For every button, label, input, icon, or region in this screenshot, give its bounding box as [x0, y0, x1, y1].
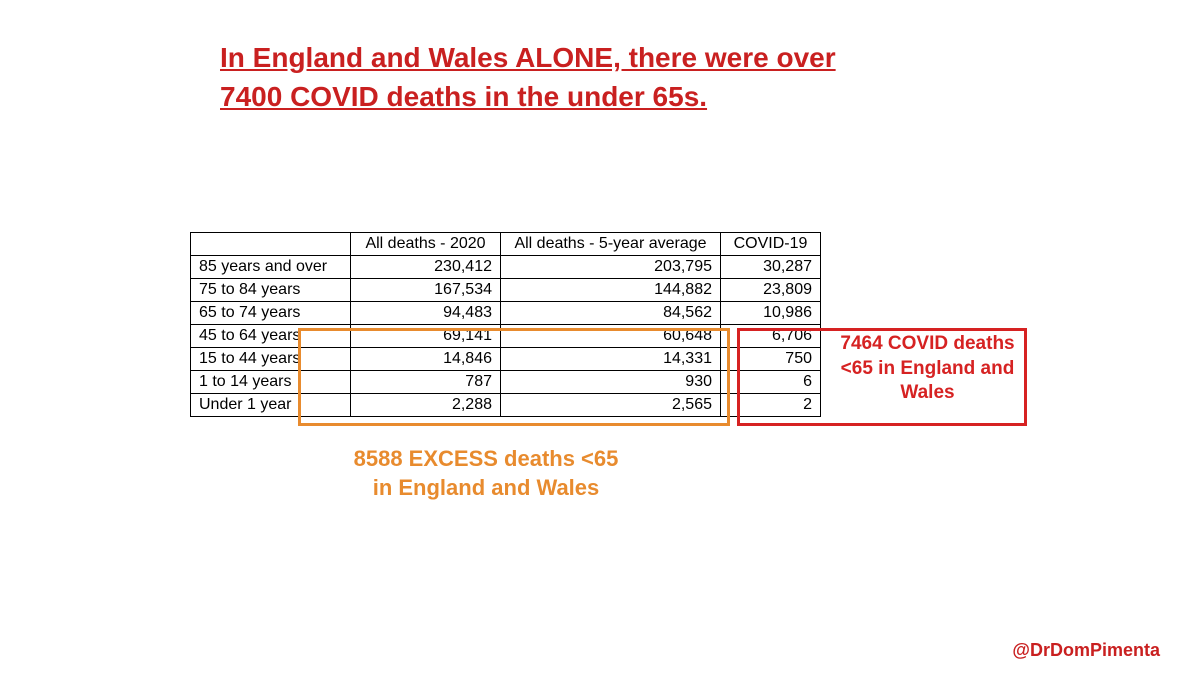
- row-avg5yr: 84,562: [501, 302, 721, 325]
- author-handle: @DrDomPimenta: [1012, 640, 1160, 661]
- row-all2020: 14,846: [351, 348, 501, 371]
- row-covid: 10,986: [721, 302, 821, 325]
- table-row: 1 to 14 years 787 930 6: [191, 371, 821, 394]
- row-covid: 750: [721, 348, 821, 371]
- row-covid: 2: [721, 394, 821, 417]
- row-all2020: 2,288: [351, 394, 501, 417]
- deaths-table: All deaths - 2020 All deaths - 5-year av…: [190, 232, 821, 417]
- row-avg5yr: 203,795: [501, 256, 721, 279]
- table-row: 65 to 74 years 94,483 84,562 10,986: [191, 302, 821, 325]
- row-label: 1 to 14 years: [191, 371, 351, 394]
- col-header-covid: COVID-19: [721, 233, 821, 256]
- row-avg5yr: 60,648: [501, 325, 721, 348]
- row-covid: 6: [721, 371, 821, 394]
- row-label: 45 to 64 years: [191, 325, 351, 348]
- table-row: 85 years and over 230,412 203,795 30,287: [191, 256, 821, 279]
- row-label: Under 1 year: [191, 394, 351, 417]
- row-label: 75 to 84 years: [191, 279, 351, 302]
- row-covid: 30,287: [721, 256, 821, 279]
- row-avg5yr: 2,565: [501, 394, 721, 417]
- callout-excess-deaths: 8588 EXCESS deaths <65 in England and Wa…: [346, 445, 626, 502]
- row-all2020: 167,534: [351, 279, 501, 302]
- row-all2020: 230,412: [351, 256, 501, 279]
- table-row: 75 to 84 years 167,534 144,882 23,809: [191, 279, 821, 302]
- table-row: 15 to 44 years 14,846 14,331 750: [191, 348, 821, 371]
- col-header-blank: [191, 233, 351, 256]
- row-avg5yr: 930: [501, 371, 721, 394]
- row-covid: 6,706: [721, 325, 821, 348]
- row-avg5yr: 144,882: [501, 279, 721, 302]
- deaths-table-container: All deaths - 2020 All deaths - 5-year av…: [190, 232, 821, 417]
- row-label: 15 to 44 years: [191, 348, 351, 371]
- callout-covid-deaths: 7464 COVID deaths <65 in England and Wal…: [830, 332, 1025, 406]
- page-title: In England and Wales ALONE, there were o…: [220, 38, 860, 116]
- row-all2020: 94,483: [351, 302, 501, 325]
- row-avg5yr: 14,331: [501, 348, 721, 371]
- table-row: 45 to 64 years 69,141 60,648 6,706: [191, 325, 821, 348]
- row-label: 65 to 74 years: [191, 302, 351, 325]
- col-header-all2020: All deaths - 2020: [351, 233, 501, 256]
- row-all2020: 69,141: [351, 325, 501, 348]
- row-all2020: 787: [351, 371, 501, 394]
- col-header-avg5yr: All deaths - 5-year average: [501, 233, 721, 256]
- row-covid: 23,809: [721, 279, 821, 302]
- table-header-row: All deaths - 2020 All deaths - 5-year av…: [191, 233, 821, 256]
- row-label: 85 years and over: [191, 256, 351, 279]
- table-row: Under 1 year 2,288 2,565 2: [191, 394, 821, 417]
